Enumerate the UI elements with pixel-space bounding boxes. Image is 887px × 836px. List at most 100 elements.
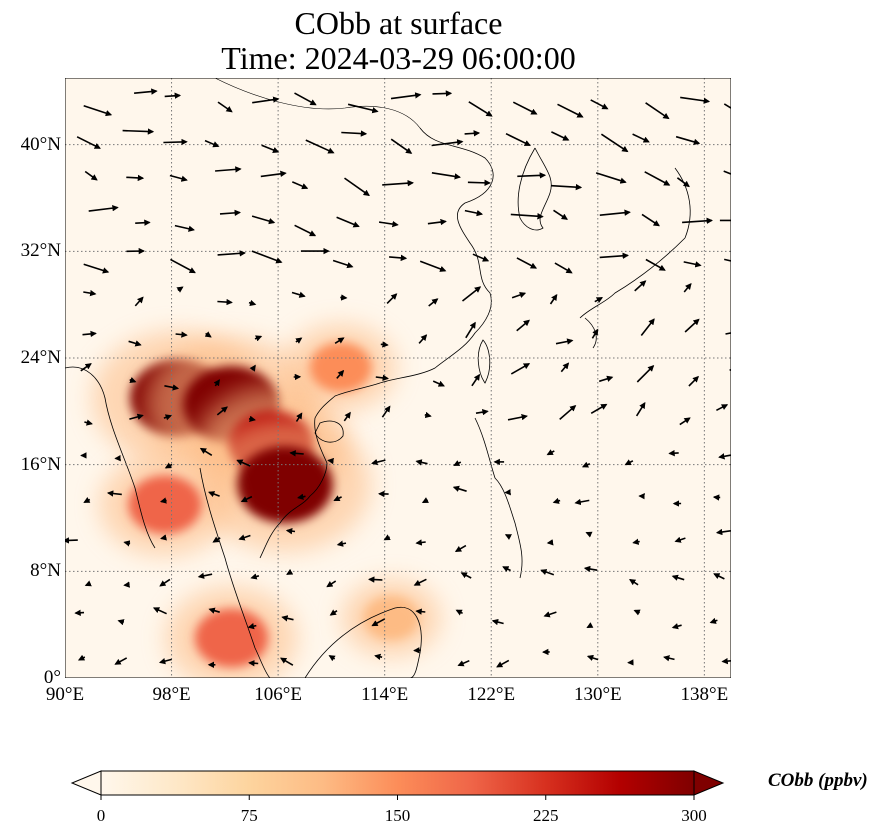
wind-arrow-icon [252, 96, 280, 104]
wind-arrow-icon [684, 318, 700, 333]
wind-arrow-icon [635, 402, 646, 417]
wind-arrow-icon [368, 576, 383, 583]
wind-arrow-icon [594, 297, 604, 304]
wind-arrow-icon [84, 170, 98, 181]
wind-arrow-icon [598, 375, 614, 383]
wind-arrow-icon [432, 90, 453, 97]
wind-arrow-icon [347, 103, 379, 114]
wind-arrow-icon [502, 566, 511, 573]
wind-arrow-icon [65, 537, 78, 544]
colorbar-tick-label: 300 [681, 806, 707, 825]
wind-arrow-icon [254, 335, 263, 342]
wind-arrow-icon [460, 572, 472, 579]
lon-tick-label: 114°E [361, 684, 409, 705]
wind-arrow-icon [721, 657, 731, 665]
wind-arrow-icon [683, 261, 702, 268]
wind-arrow-icon [491, 618, 504, 626]
wind-arrow-icon [671, 574, 685, 581]
wind-arrow-icon [215, 166, 242, 173]
wind-arrow-icon [375, 374, 389, 382]
wind-arrow-icon [159, 578, 171, 587]
wind-arrow-icon [343, 411, 351, 422]
wind-arrow-icon [217, 250, 246, 257]
wind-arrow-icon [551, 131, 570, 141]
wind-arrow-icon [134, 88, 158, 95]
wind-arrow-icon [713, 573, 725, 580]
wind-arrow-icon [212, 536, 221, 543]
wind-arrow-icon [574, 498, 590, 506]
wind-arrow-icon [683, 283, 692, 293]
wind-arrow-icon [336, 369, 345, 379]
wind-arrow-icon [333, 495, 342, 502]
wind-arrow-icon [106, 490, 122, 497]
wind-arrow-icon [83, 497, 91, 504]
wind-arrow-icon [472, 253, 490, 262]
wind-arrow-icon [645, 258, 666, 271]
wind-arrow-icon [583, 565, 598, 573]
wind-arrow-icon [709, 617, 718, 624]
wind-arrow-icon [599, 209, 631, 216]
wind-arrow-icon [590, 403, 608, 414]
wind-arrow-icon [240, 495, 253, 503]
wind-arrow-icon [247, 622, 257, 630]
wind-arrow-icon [164, 384, 180, 391]
wind-arrow-icon [552, 497, 561, 504]
wind-arrow-icon [197, 572, 213, 579]
wind-arrow-icon [496, 659, 510, 668]
wind-arrow-icon [663, 655, 675, 662]
wind-arrow-icon [415, 459, 428, 466]
wind-arrow-icon [251, 215, 276, 225]
wind-arrow-icon [164, 92, 182, 99]
wind-arrow-icon [386, 293, 398, 304]
wind-arrow-icon [82, 330, 97, 338]
wind-arrow-icon [204, 331, 212, 338]
wind-arrow-icon [199, 447, 213, 456]
wind-arrow-icon [295, 412, 303, 422]
wind-arrow-icon [725, 332, 731, 335]
wind-arrow-icon [633, 609, 641, 616]
wind-arrow-icon [291, 181, 309, 190]
colorbar-max-extension [693, 770, 725, 796]
wind-arrow-icon [668, 449, 679, 457]
wind-arrow-icon [329, 609, 338, 616]
wind-arrow-icon [305, 139, 335, 154]
figure-time-label: Time: 2024-03-29 06:00:00 [221, 40, 576, 76]
wind-arrow-icon [634, 280, 647, 292]
lat-tick-label: 0° [43, 667, 61, 688]
wind-arrow-icon [326, 580, 337, 588]
wind-arrow-icon [286, 568, 294, 575]
wind-arrow-icon [77, 654, 86, 661]
wind-arrow-icon [297, 493, 306, 500]
wind-arrow-icon [328, 655, 336, 662]
wind-arrow-icon [723, 103, 731, 110]
lon-tick-label: 98°E [152, 684, 191, 705]
cobb-hotspot [363, 595, 419, 641]
wind-arrow-icon [84, 419, 93, 426]
wind-arrow-icon [464, 130, 481, 137]
colorbar-min-extension [70, 770, 102, 796]
wind-arrow-icon [585, 531, 593, 538]
wind-arrow-icon [595, 172, 627, 184]
lat-tick-label: 8°N [30, 560, 61, 582]
wind-arrow-icon [289, 450, 304, 457]
wind-arrow-icon [390, 92, 422, 100]
wind-arrow-icon [590, 99, 609, 110]
wind-arrow-icon [465, 321, 476, 339]
wind-arrow-icon [249, 364, 256, 372]
colorbar-tick-label: 0 [96, 806, 106, 825]
colorbar-tick-label: 75 [240, 806, 258, 825]
wind-arrow-icon [543, 611, 557, 618]
wind-arrow-icon [204, 139, 220, 148]
wind-arrow-icon [419, 260, 447, 272]
wind-arrow-icon [591, 328, 599, 339]
wind-arrow-icon [374, 653, 383, 660]
wind-arrow-icon [80, 363, 92, 372]
wind-arrow-icon [371, 458, 386, 466]
wind-arrow-icon [217, 101, 233, 113]
wind-arrow-icon [453, 460, 462, 467]
wind-arrow-icon [378, 220, 399, 228]
lat-tick-label: 40°N [20, 133, 61, 155]
wind-arrow-icon [281, 615, 294, 622]
wind-arrow-icon [636, 364, 655, 383]
wind-arrow-icon [334, 337, 345, 344]
